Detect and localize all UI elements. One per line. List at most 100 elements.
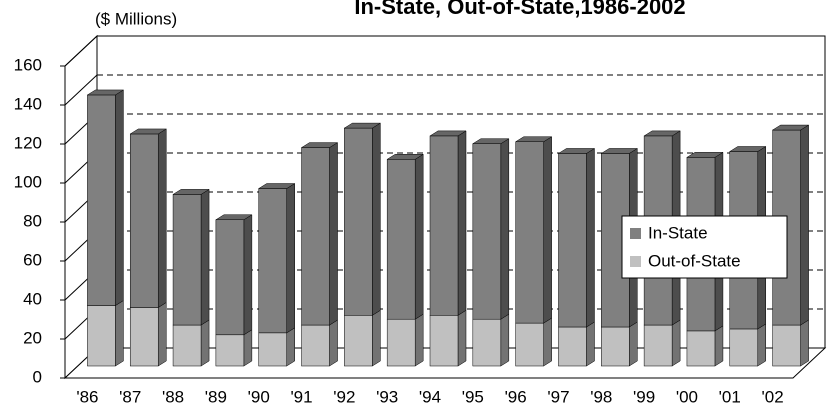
x-tick-label: '89 <box>205 387 227 406</box>
x-tick-label: '88 <box>162 387 184 406</box>
bar-side <box>586 147 595 328</box>
x-tick-label: '98 <box>590 387 612 406</box>
bar-side <box>115 300 124 367</box>
bar-top <box>86 89 125 96</box>
legend-box <box>621 215 788 279</box>
bar <box>301 324 330 367</box>
legend-swatch <box>630 256 641 267</box>
bar-top <box>343 122 382 129</box>
bar-side <box>329 319 338 367</box>
bar-top <box>386 154 425 160</box>
bar-side <box>243 329 253 367</box>
bar-top <box>300 142 339 148</box>
bar <box>515 322 544 367</box>
y-tick-label: 40 <box>23 289 42 308</box>
x-tick-label: '93 <box>376 387 398 406</box>
x-tick-label: '01 <box>719 387 741 406</box>
bar <box>87 305 116 367</box>
y-tick-label: 0 <box>33 367 42 386</box>
bar <box>515 141 544 324</box>
bar-side <box>629 321 638 367</box>
bar-side <box>414 313 424 367</box>
y-tick-label: 160 <box>14 55 42 74</box>
bar <box>344 127 373 316</box>
x-tick-label: '95 <box>462 387 484 406</box>
bar-side <box>286 183 295 334</box>
bar-side <box>800 319 809 367</box>
x-tick-label: '99 <box>633 387 655 406</box>
bar <box>258 188 287 334</box>
bar <box>643 324 673 367</box>
bar <box>729 328 759 367</box>
x-tick-label: '92 <box>333 387 355 406</box>
bar-side <box>157 128 167 308</box>
bar <box>472 318 502 367</box>
y-axis-label: ($ Millions) <box>95 9 177 28</box>
legend-label: Out-of-State <box>648 251 741 270</box>
x-tick-label: '86 <box>76 387 98 406</box>
bar <box>429 315 459 367</box>
bar <box>129 307 159 367</box>
bar-side <box>115 89 124 307</box>
bar <box>558 153 587 328</box>
bar-top <box>429 130 467 137</box>
bar-side <box>586 321 595 367</box>
bar-top <box>643 130 681 137</box>
bar <box>172 194 202 326</box>
bar <box>429 135 459 316</box>
bar-top <box>129 128 168 135</box>
grid-line-side <box>64 35 98 67</box>
x-tick-label: '94 <box>419 387 441 406</box>
y-tick-label: 20 <box>23 328 42 347</box>
bar <box>558 326 587 367</box>
grid-line-side <box>64 74 98 106</box>
bar <box>601 326 630 367</box>
bar-side <box>543 317 552 367</box>
bar <box>301 147 330 326</box>
bar <box>472 143 502 320</box>
legend-label: In-State <box>648 223 708 242</box>
bar <box>215 334 245 367</box>
bar-side <box>157 302 167 367</box>
bar <box>686 330 716 367</box>
bar <box>601 153 630 328</box>
bar-top <box>172 189 210 195</box>
legend-swatch <box>630 228 641 239</box>
bar-side <box>543 136 552 324</box>
y-tick-label: 100 <box>14 172 42 191</box>
bar <box>215 219 245 336</box>
bar-top <box>471 138 510 144</box>
bar-top <box>686 152 724 158</box>
bar-top <box>257 183 296 189</box>
bar-top <box>728 146 767 152</box>
bar-side <box>800 124 809 326</box>
bar-side <box>414 153 424 320</box>
bar-top <box>771 124 810 131</box>
x-tick-label: '90 <box>248 387 270 406</box>
y-tick-label: 120 <box>14 133 42 152</box>
bar-side <box>200 188 210 326</box>
bar-side <box>200 319 210 367</box>
x-tick-label: '87 <box>119 387 141 406</box>
bar <box>386 318 416 367</box>
bar <box>258 332 287 367</box>
x-tick-label: '97 <box>547 387 569 406</box>
y-tick-label: 60 <box>23 250 42 269</box>
bar-side <box>243 214 253 336</box>
bar <box>344 315 373 367</box>
x-tick-label: '00 <box>676 387 698 406</box>
bar-side <box>671 319 681 367</box>
bar-side <box>757 323 767 367</box>
bar-side <box>329 142 338 326</box>
y-tick-label: 80 <box>23 211 42 230</box>
bar-side <box>457 309 467 367</box>
bar <box>87 94 116 306</box>
bar-side <box>372 309 381 367</box>
bar-side <box>714 325 724 367</box>
chart-title: In-State, Out-of-State,1986-2002 <box>354 0 685 19</box>
bar-side <box>372 122 381 316</box>
bar-top <box>215 214 253 220</box>
bar-top <box>514 136 553 142</box>
bar-top <box>600 148 639 154</box>
